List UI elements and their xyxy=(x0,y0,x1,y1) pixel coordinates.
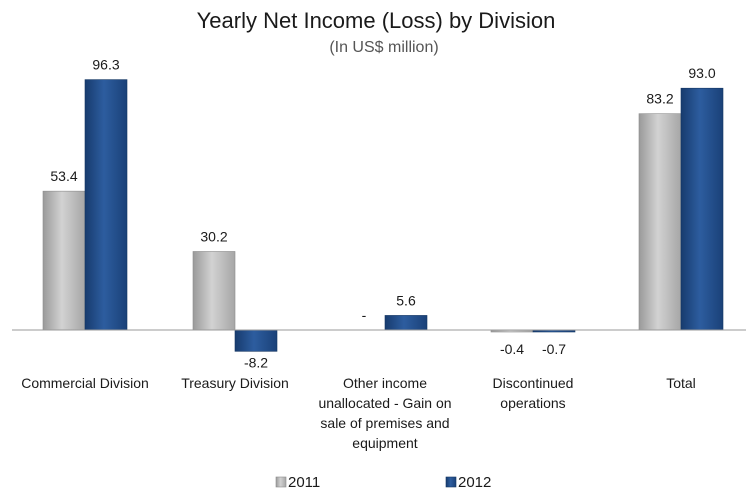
legend-swatch-2012 xyxy=(445,476,457,488)
category-labels: Commercial Division Treasury Division Othe… xyxy=(21,375,696,451)
category-label-0: Commercial Division xyxy=(21,375,149,391)
bar-2012-4 xyxy=(680,87,724,331)
legend-label-2012: 2012 xyxy=(458,474,491,491)
bar-2011-4 xyxy=(638,113,682,331)
data-label-2011-1: 30.2 xyxy=(200,228,227,244)
chart-title: Yearly Net Income (Loss) by Division xyxy=(197,8,556,33)
legend: 2011 2012 xyxy=(275,474,491,491)
legend-swatch-2011 xyxy=(275,476,287,488)
bar-2012-2 xyxy=(384,315,428,331)
bar-2012-1 xyxy=(234,329,278,352)
data-label-2012-4: 93.0 xyxy=(688,65,715,81)
plot-area: 53.4 30.2 - -0.4 83.2 96.3 -8.2 5.6 -0.7 93.0 xyxy=(42,57,724,370)
data-label-2011-4: 83.2 xyxy=(646,91,673,107)
chart-subtitle: (In US$ million) xyxy=(329,39,438,56)
bar-2012-0 xyxy=(84,79,128,331)
data-label-2011-0: 53.4 xyxy=(50,168,77,184)
category-label-4: Total xyxy=(666,375,696,391)
data-label-2011-2: - xyxy=(362,307,367,323)
data-label-2012-1: -8.2 xyxy=(244,354,268,370)
data-label-2012-0: 96.3 xyxy=(92,57,119,73)
data-label-2012-2: 5.6 xyxy=(396,292,416,308)
data-label-2012-3: -0.7 xyxy=(542,341,566,357)
data-label-2011-3: -0.4 xyxy=(500,341,524,357)
category-label-2: Other income unallocated - Gain on sale of… xyxy=(318,375,451,451)
category-label-1: Treasury Division xyxy=(181,375,289,391)
bar-2011-0 xyxy=(42,190,86,331)
legend-label-2011: 2011 xyxy=(288,474,320,491)
bar-2011-1 xyxy=(192,251,236,331)
category-label-3: Discontinued operations xyxy=(493,375,574,411)
